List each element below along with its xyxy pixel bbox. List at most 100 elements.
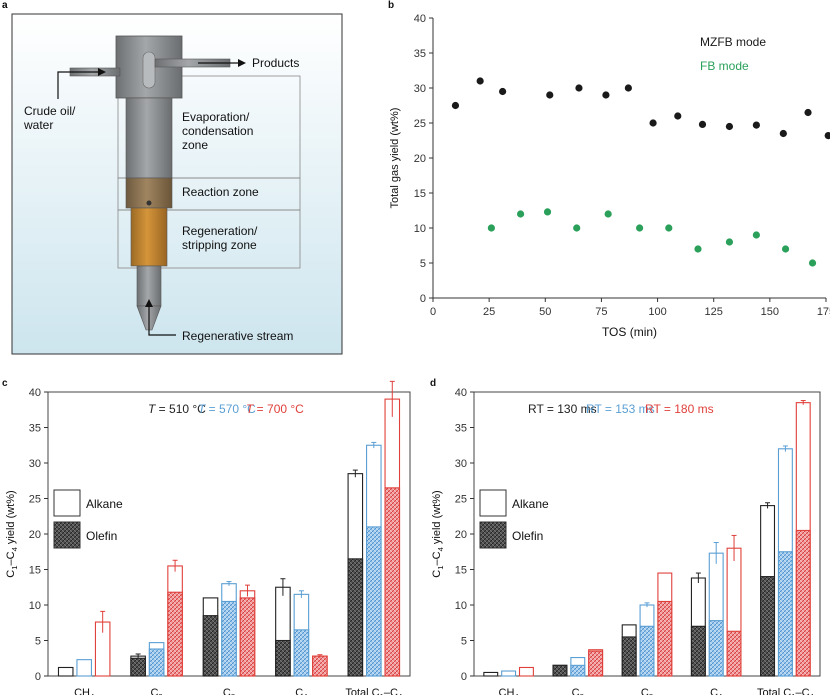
data-point-fb [808,259,817,267]
data-point-mzfb [451,101,460,110]
y-tick-label: 40 [455,387,467,399]
panel-d-letter: d [430,378,436,389]
data-point-fb [752,231,760,239]
bar-alkane [57,666,74,677]
y-tick-label: 40 [414,13,426,25]
label-regeneration: Regeneration/ [182,224,258,238]
data-point-fb [543,208,552,216]
data-point-fb [516,210,525,218]
category-label-3: C4 [710,687,723,695]
bar-olefin [293,629,310,677]
y-tick-label: 25 [29,494,41,506]
bar-olefin [621,636,637,677]
legend-mzfb: MZFB mode [700,35,766,49]
y-tick-label: 10 [414,223,426,235]
y-tick-label: 25 [414,118,426,130]
bar-olefin [639,625,655,677]
legend-olefin-swatch [479,521,507,549]
x-tick-label: 100 [648,306,666,318]
crude-oil-arrow [57,68,106,99]
bar-olefin [239,597,256,677]
legend-alkane-swatch [479,489,507,517]
bar-olefin [130,657,146,677]
bar-alkane [501,670,517,677]
y-tick-label: 0 [35,671,41,683]
legend-alkane-swatch [53,489,81,517]
data-point-mzfb [752,121,760,129]
category-label-4: Total C1–C4 [345,687,403,695]
data-point-fb [665,224,673,232]
data-point-mzfb [674,112,682,120]
label-regenerative-stream: Regenerative stream [182,329,293,343]
label-crude-oil: Crude oil/ [24,104,76,118]
bar-olefin [552,664,568,677]
bar-olefin [588,650,604,677]
bar-olefin [221,600,237,677]
legend-title-red: T = 700 °C [246,402,304,416]
reactor-vessel [69,35,231,331]
bar-olefin [148,648,165,677]
legend-olefin-label: Olefin [86,529,117,543]
x-tick-label: 125 [705,306,723,318]
y-tick-label: 35 [455,423,467,435]
y-tick-label: 0 [420,293,426,305]
legend-title-red: RT = 180 ms [645,402,714,416]
category-label-4: Total C1–C4 [757,687,815,695]
y-tick-label: 20 [29,529,41,541]
legend-olefin-label: Olefin [512,529,543,543]
data-point-mzfb [575,84,583,92]
bar-olefin [312,655,328,677]
data-point-mzfb [779,129,787,138]
y-tick-label: 10 [29,600,41,612]
x-tick-label: 75 [595,306,607,318]
data-point-fb [636,224,644,232]
x-tick-label: 150 [761,306,779,318]
data-point-mzfb [476,77,484,85]
data-point-mzfb [499,87,507,96]
bar-alkane [518,666,534,677]
y-tick-label: 15 [29,565,41,577]
data-point-fb [487,224,495,232]
data-point-mzfb [804,108,812,117]
y-tick-label: 35 [414,48,426,60]
y-axis-title: C1–C4 yield (wt%) [431,490,445,577]
label-evaporation: Evaporation/ [182,110,250,124]
y-tick-label: 20 [414,153,426,165]
category-label-2: C3 [223,687,235,695]
legend-olefin-swatch [53,521,81,549]
x-tick-label: 25 [483,306,495,318]
legend-alkane-label: Alkane [86,497,123,511]
y-tick-label: 0 [461,671,467,683]
category-label-1: C2 [150,687,162,695]
x-axis-title: TOS (min) [602,325,657,339]
label-stripping-zone: stripping zone [182,238,257,252]
bar-olefin [795,529,811,677]
data-point-mzfb [698,120,707,128]
x-tick-label: 50 [539,306,551,318]
y-tick-label: 25 [455,494,467,506]
y-tick-label: 20 [455,529,467,541]
label-condensation: condensation [182,124,253,138]
data-point-fb [725,238,734,246]
data-point-mzfb [624,84,632,92]
bar-olefin [570,664,586,677]
label-reaction-zone: Reaction zone [182,185,259,199]
bar-olefin [275,639,291,677]
bar-alkane [483,671,499,677]
legend-title-blue: RT = 153 ms [586,402,655,416]
category-label-0: CH4 [499,687,520,695]
y-tick-label: 30 [414,83,426,95]
data-point-fb [694,245,702,253]
bar-olefin [708,620,724,677]
legend-fb: FB mode [700,59,749,73]
data-point-mzfb [602,91,610,99]
y-tick-label: 30 [455,458,467,470]
data-point-mzfb [649,119,657,127]
y-tick-label: 40 [29,387,41,399]
data-point-fb [781,245,790,253]
category-label-0: CH4 [74,687,95,695]
data-point-mzfb [725,122,734,131]
y-tick-label: 35 [29,423,41,435]
bar-olefin [777,551,793,677]
